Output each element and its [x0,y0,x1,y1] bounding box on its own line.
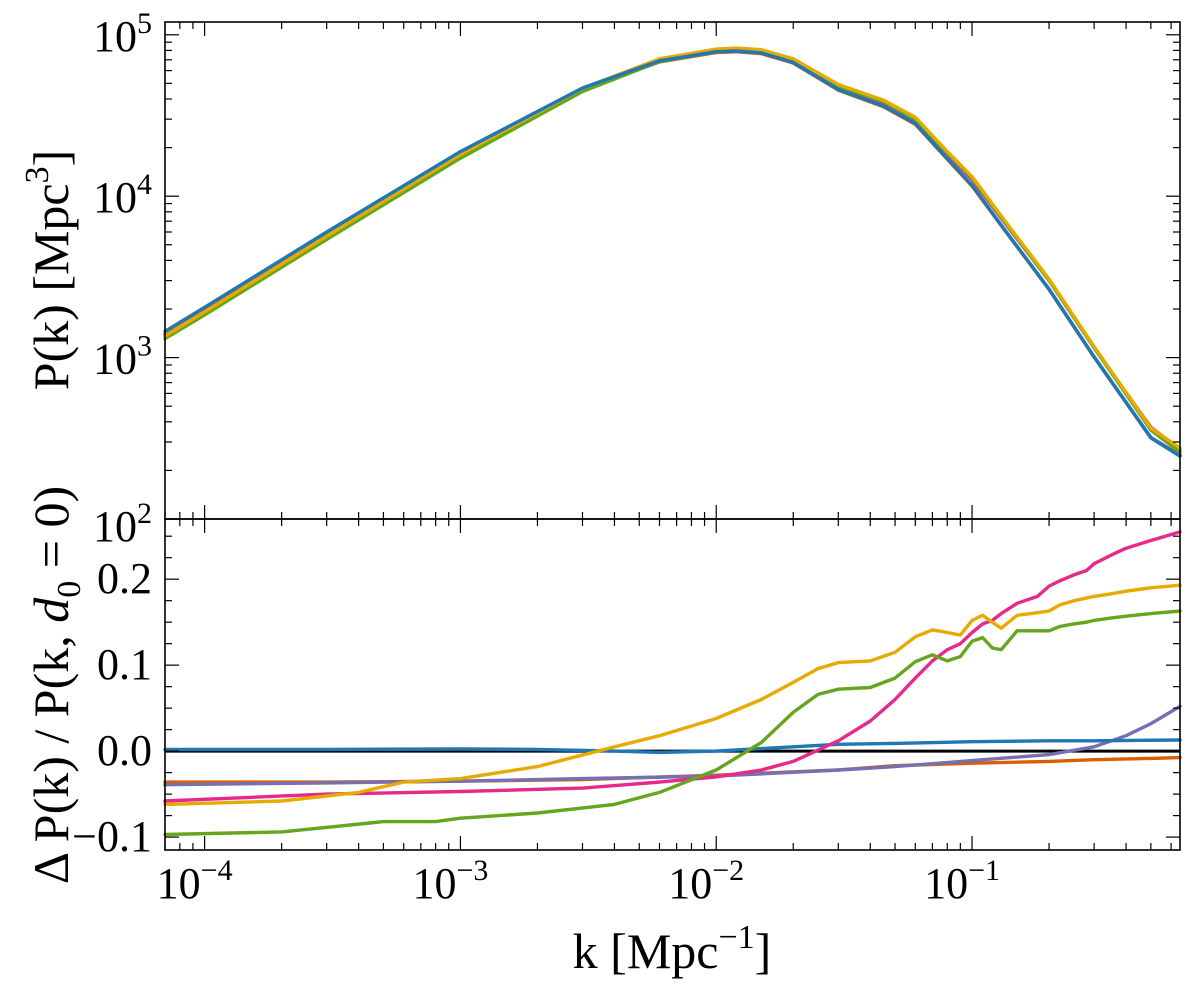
x-tick-label: 10−4 [157,854,233,908]
x-tick-label: 10−3 [412,854,488,908]
top-series-blue [163,49,1182,458]
x-axis-label: k [Mpc−1] [573,919,772,979]
bottom-series-pink [163,530,1182,803]
top-y-tick-label: 104 [93,168,152,222]
top-series-group [163,46,1182,458]
top-series-yellow [163,46,1182,450]
bottom-series-blue [163,738,1182,755]
bottom-series-green [163,609,1182,837]
top-ticks-group [164,22,1180,520]
top-y-tick-label: 103 [93,330,152,384]
bottom-y-axis-label: Δ P(k) / P(k, d0 = 0) [23,486,88,884]
bottom-y-tick-label: 0.2 [97,554,152,603]
top-panel: 102 103 104 105 P(k) [Mpc3] [19,7,1182,551]
bottom-y-tick-label: −0.1 [72,812,152,861]
x-tick-labels: 10−4 10−3 10−2 10−1 [157,854,1000,908]
top-plot-frame [164,21,1181,520]
x-tick-label: 10−1 [924,854,1000,908]
bottom-plot-frame [164,518,1181,851]
top-y-tick-labels: 102 103 104 105 [93,7,152,551]
bottom-series-group [163,530,1182,837]
x-tick-label: 10−2 [668,854,744,908]
top-y-tick-label: 102 [93,497,152,551]
top-y-tick-label: 105 [93,7,152,61]
bottom-y-tick-label: 0.1 [97,640,152,689]
bottom-panel: −0.1 0.0 0.1 0.2 10−4 10−3 10−2 10−1 Δ P(k) / … [23,486,1182,979]
bottom-series-purple [163,704,1182,787]
top-y-axis-label: P(k) [Mpc3] [19,150,79,391]
bottom-y-tick-labels: −0.1 0.0 0.1 0.2 [72,554,152,861]
bottom-series-yellow [163,583,1182,807]
bottom-ticks-group [164,519,1180,850]
bottom-y-tick-label: 0.0 [97,726,152,775]
